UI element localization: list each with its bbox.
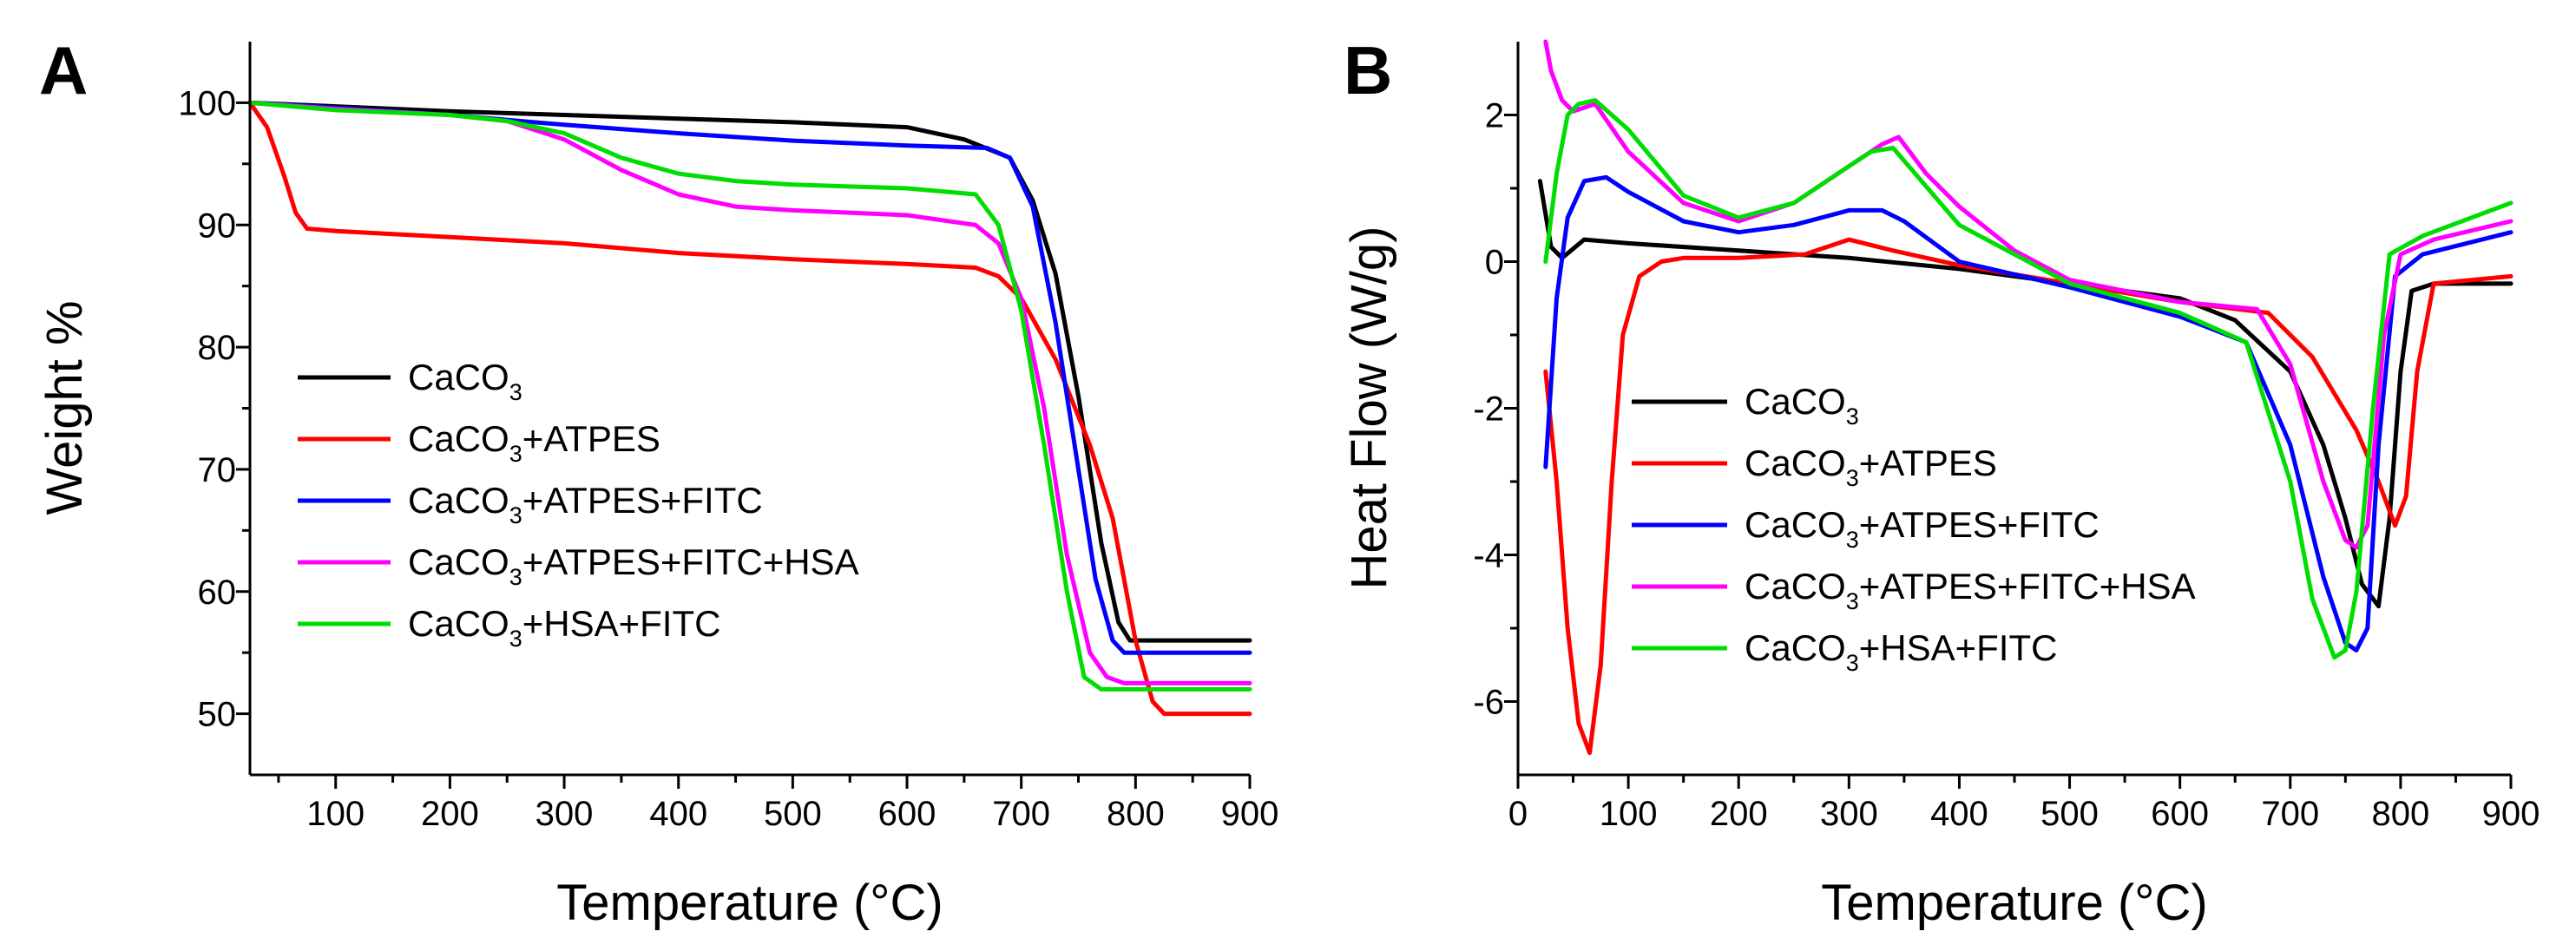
panel-a-legend-label-3: CaCO3+ATPES+FITC+HSA	[408, 541, 859, 590]
panel-a-y-tick-label-4: 90	[198, 207, 237, 245]
panel-b-x-title: Temperature (°C)	[1821, 875, 2207, 931]
panel-b-y-title: Heat Flow (W/g)	[1341, 226, 1397, 590]
panel-b-x-tick-label-2: 200	[1710, 795, 1768, 833]
panel-b-x-tick-label-0: 0	[1508, 795, 1528, 833]
panel-b-x-tick-label-6: 600	[2151, 795, 2209, 833]
panel-a-legend-label-2: CaCO3+ATPES+FITC	[408, 480, 763, 528]
panel-a-x-title: Temperature (°C)	[556, 875, 943, 931]
panel-b-legend-label-0: CaCO3	[1745, 381, 1859, 430]
panel-a-legend-label-1: CaCO3+ATPES	[408, 418, 660, 467]
panel-a-y-tick-label-0: 50	[198, 696, 237, 734]
panel-a-series-line-1	[247, 100, 1252, 717]
panel-b-legend-label-1: CaCO3+ATPES	[1745, 443, 1997, 491]
panel-b-x-ticks: 0 100 200 300 400 500 600 700 800 900	[1508, 775, 2540, 833]
panel-a-x-tick-label-4: 500	[764, 795, 822, 833]
panel-a-label: A	[39, 32, 88, 108]
panel-a-y-tick-label-1: 60	[198, 574, 237, 612]
panel-b-series-line-4	[1543, 98, 2514, 660]
panel-a: A 100 200 300 400 500 600 700 800 900 50 60 70 80 90…	[36, 32, 1278, 931]
panel-b-series-line-2	[1543, 174, 2514, 653]
panel-b-y-ticks: -6 -4 -2 0 2	[1473, 97, 1518, 722]
panel-b-y-tick-label-2: -2	[1473, 390, 1504, 429]
panel-a-x-tick-label-1: 200	[421, 795, 479, 833]
panel-b-label: B	[1344, 32, 1392, 108]
panel-b-y-tick-label-4: 2	[1485, 97, 1504, 135]
panel-a-x-ticks: 100 200 300 400 500 600 700 800 900	[277, 775, 1279, 833]
panel-a-series	[247, 100, 1252, 717]
panel-b-series	[1537, 39, 2514, 756]
panel-b-x-tick-label-7: 700	[2261, 795, 2319, 833]
panel-a-y-title: Weight %	[36, 300, 93, 515]
panel-b-series-line-1	[1543, 237, 2514, 756]
panel-b-x-tick-label-8: 800	[2372, 795, 2430, 833]
panel-b: B 0 100 200 300 400 500 600 700 800 900 -6-4-202 …	[1341, 32, 2540, 931]
panel-a-y-tick-label-3: 80	[198, 329, 237, 367]
panel-a-x-tick-label-8: 900	[1221, 795, 1279, 833]
panel-a-y-ticks: 50 60 70 80 90 100	[178, 84, 250, 734]
panel-b-x-tick-label-4: 400	[1930, 795, 1988, 833]
panel-a-x-tick-label-5: 600	[878, 795, 936, 833]
panel-b-y-tick-label-3: 0	[1485, 244, 1504, 282]
panel-a-series-line-4	[247, 100, 1252, 692]
panel-b-legend-label-4: CaCO3+HSA+FITC	[1745, 627, 2057, 676]
panel-a-legend: CaCO3 CaCO3+ATPES CaCO3+ATPES+FITC CaCO3+AT…	[298, 357, 859, 652]
panel-b-x-tick-label-9: 900	[2482, 795, 2540, 833]
panel-b-x-tick-label-1: 100	[1600, 795, 1658, 833]
panel-a-y-tick-label-2: 70	[198, 451, 237, 489]
panel-b-x-tick-label-3: 300	[1820, 795, 1878, 833]
panel-a-legend-label-0: CaCO3	[408, 357, 522, 405]
panel-a-y-tick-label-5: 100	[178, 84, 236, 122]
panel-a-x-tick-label-0: 100	[306, 795, 365, 833]
panel-a-x-tick-label-7: 800	[1107, 795, 1165, 833]
panel-b-legend-label-3: CaCO3+ATPES+FITC+HSA	[1745, 566, 2196, 614]
panel-b-legend: CaCO3 CaCO3+ATPES CaCO3+ATPES+FITC CaCO3+AT…	[1632, 381, 2196, 676]
panel-b-legend-label-2: CaCO3+ATPES+FITC	[1745, 504, 2100, 553]
panel-a-x-tick-label-3: 400	[649, 795, 707, 833]
panel-a-legend-label-4: CaCO3+HSA+FITC	[408, 603, 720, 652]
panel-b-series-line-0	[1537, 179, 2514, 609]
panel-b-y-tick-label-0: -6	[1473, 684, 1504, 722]
panel-a-x-tick-label-6: 700	[992, 795, 1050, 833]
panel-b-x-tick-label-5: 500	[2040, 795, 2099, 833]
panel-b-y-tick-label-1: -4	[1473, 537, 1504, 575]
panel-a-x-tick-label-2: 300	[536, 795, 594, 833]
